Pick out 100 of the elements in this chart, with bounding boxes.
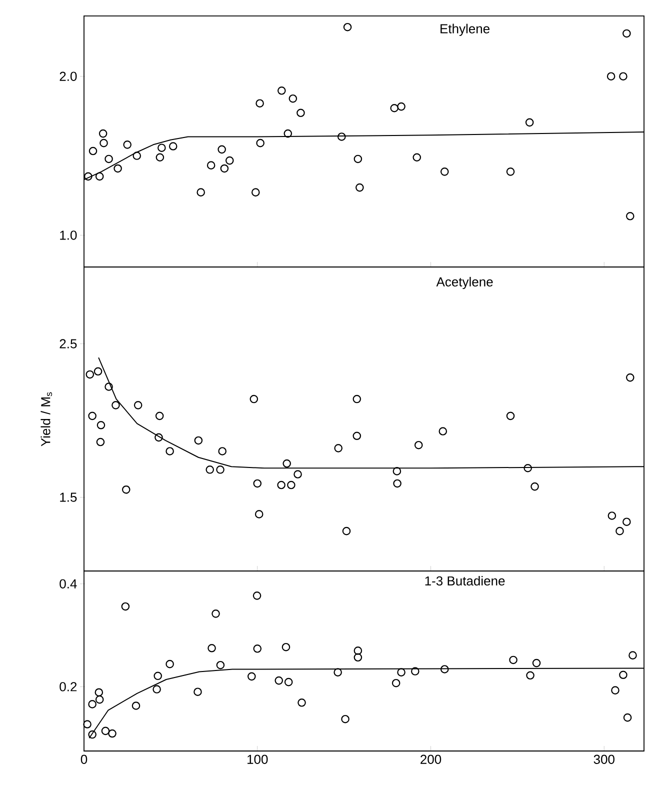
point — [218, 447, 227, 456]
point — [86, 370, 94, 379]
point — [622, 518, 631, 526]
y-tick-label: 1.0 — [60, 230, 77, 240]
point — [294, 470, 302, 478]
point — [166, 447, 174, 456]
point — [622, 29, 631, 38]
point — [284, 678, 293, 686]
point — [206, 161, 216, 170]
point — [352, 394, 362, 404]
point — [623, 713, 632, 722]
text: Ethylene — [440, 24, 490, 36]
point — [440, 168, 449, 176]
x-tick-label: 100 — [248, 754, 268, 764]
point — [506, 412, 515, 420]
point — [253, 479, 262, 488]
point — [220, 164, 229, 173]
point — [397, 102, 406, 111]
point — [524, 464, 532, 472]
y-tick-label: 2.0 — [60, 72, 77, 81]
point — [356, 183, 364, 192]
point — [397, 668, 406, 676]
point — [256, 99, 264, 108]
point — [354, 646, 362, 655]
point — [530, 482, 539, 491]
point — [212, 610, 220, 618]
point — [626, 373, 634, 382]
point — [155, 412, 164, 420]
point — [619, 72, 628, 81]
point — [96, 420, 106, 430]
point — [196, 188, 206, 196]
point — [104, 154, 113, 164]
point — [414, 440, 423, 450]
point — [390, 104, 398, 112]
y-tick-label: 0.2 — [60, 682, 77, 692]
text: Acetylene — [436, 276, 493, 290]
point — [296, 108, 305, 118]
point — [112, 401, 120, 410]
point — [94, 688, 104, 697]
point — [393, 479, 402, 488]
point — [121, 602, 130, 611]
point — [250, 394, 258, 404]
point — [158, 144, 166, 152]
point — [282, 642, 290, 652]
point — [88, 412, 96, 420]
point — [134, 401, 142, 410]
point — [525, 118, 534, 127]
point — [334, 668, 342, 676]
point — [122, 485, 130, 494]
point — [354, 154, 362, 164]
point — [608, 512, 616, 520]
point — [168, 142, 178, 150]
point — [88, 700, 96, 708]
point — [95, 695, 104, 704]
point — [252, 592, 262, 600]
point — [256, 138, 264, 148]
point — [166, 660, 174, 668]
point — [616, 526, 624, 536]
point — [352, 432, 362, 440]
point — [284, 129, 292, 138]
point — [342, 526, 351, 536]
point — [254, 510, 264, 518]
chart-title: 1-3 Butadiene — [425, 576, 505, 586]
point — [100, 138, 108, 148]
point — [208, 644, 216, 652]
point — [83, 720, 92, 728]
point — [156, 153, 164, 162]
point — [506, 168, 515, 176]
point — [88, 146, 98, 156]
point — [392, 467, 402, 476]
point — [282, 459, 291, 468]
point — [412, 153, 422, 162]
point — [194, 436, 203, 445]
point — [132, 702, 140, 710]
point — [287, 480, 296, 490]
point — [526, 671, 534, 680]
point — [532, 658, 541, 668]
point — [94, 367, 102, 376]
point — [248, 672, 256, 681]
point — [392, 678, 400, 688]
point — [123, 140, 132, 149]
point — [288, 94, 298, 103]
x-tick-label: 200 — [420, 754, 442, 764]
point — [251, 188, 260, 196]
point — [225, 156, 234, 165]
point — [440, 665, 449, 674]
point — [628, 651, 637, 660]
point — [218, 145, 226, 154]
point — [154, 672, 162, 680]
point — [104, 382, 113, 391]
point — [298, 698, 306, 707]
point — [114, 164, 122, 173]
y-tick-label: 1.5 — [60, 492, 77, 502]
point — [277, 480, 286, 490]
point — [154, 433, 163, 442]
point — [206, 466, 214, 474]
point — [337, 132, 346, 141]
point — [216, 466, 224, 474]
point — [343, 22, 352, 32]
point — [132, 152, 142, 160]
